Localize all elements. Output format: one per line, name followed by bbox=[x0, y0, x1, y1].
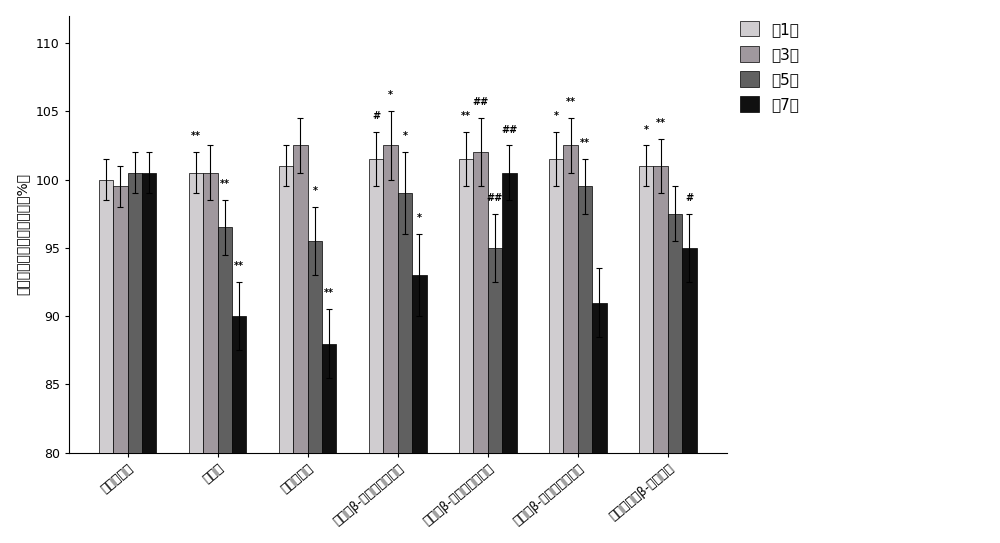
Bar bbox=[639, 166, 653, 543]
Text: ##: ## bbox=[472, 97, 489, 107]
Text: #: # bbox=[372, 111, 380, 121]
Text: **: ** bbox=[234, 261, 244, 271]
Bar bbox=[459, 159, 473, 543]
Bar bbox=[502, 173, 517, 543]
Text: *: * bbox=[644, 124, 649, 135]
Text: **: ** bbox=[461, 111, 471, 121]
Bar bbox=[218, 228, 232, 543]
Text: *: * bbox=[402, 131, 407, 141]
Text: *: * bbox=[417, 213, 422, 223]
Text: **: ** bbox=[191, 131, 201, 141]
Bar bbox=[99, 180, 113, 543]
Legend: 第1天, 第3天, 第5天, 第7天: 第1天, 第3天, 第5天, 第7天 bbox=[734, 15, 805, 118]
Bar bbox=[369, 159, 383, 543]
Bar bbox=[203, 173, 218, 543]
Bar bbox=[308, 241, 322, 543]
Text: ##: ## bbox=[487, 193, 503, 203]
Bar bbox=[682, 248, 697, 543]
Bar bbox=[653, 166, 668, 543]
Text: #: # bbox=[685, 193, 694, 203]
Text: *: * bbox=[554, 111, 559, 121]
Text: **: ** bbox=[566, 97, 576, 107]
Bar bbox=[142, 173, 156, 543]
Bar bbox=[668, 214, 682, 543]
Text: **: ** bbox=[656, 118, 666, 128]
Bar bbox=[128, 173, 142, 543]
Bar bbox=[293, 146, 308, 543]
Bar bbox=[473, 152, 488, 543]
Text: *: * bbox=[312, 186, 317, 196]
Bar bbox=[189, 173, 203, 543]
Bar bbox=[322, 344, 336, 543]
Bar bbox=[232, 316, 246, 543]
Bar bbox=[412, 275, 427, 543]
Text: ##: ## bbox=[501, 124, 518, 135]
Text: **: ** bbox=[324, 288, 334, 299]
Bar bbox=[563, 146, 578, 543]
Bar bbox=[279, 166, 293, 543]
Bar bbox=[549, 159, 563, 543]
Bar bbox=[113, 186, 128, 543]
Text: **: ** bbox=[220, 179, 230, 189]
Bar bbox=[398, 193, 412, 543]
Text: *: * bbox=[388, 90, 393, 100]
Bar bbox=[488, 248, 502, 543]
Bar bbox=[383, 146, 398, 543]
Y-axis label: 小鼠体重变化率（起始体重%）: 小鼠体重变化率（起始体重%） bbox=[15, 173, 29, 295]
Text: **: ** bbox=[580, 138, 590, 148]
Bar bbox=[592, 302, 607, 543]
Bar bbox=[578, 186, 592, 543]
